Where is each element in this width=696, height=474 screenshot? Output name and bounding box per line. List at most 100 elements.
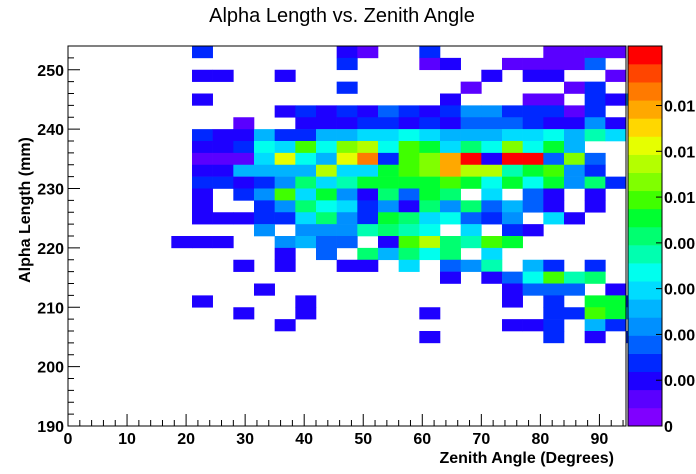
heatmap-cell bbox=[440, 188, 461, 201]
heatmap-cell bbox=[357, 152, 379, 166]
heatmap-cell bbox=[584, 319, 606, 332]
x-tick-label: 30 bbox=[236, 431, 254, 448]
heatmap-cell bbox=[274, 236, 296, 249]
heatmap-cell bbox=[398, 236, 420, 249]
heatmap-cell bbox=[254, 141, 275, 154]
heatmap-cell bbox=[254, 176, 275, 189]
heatmap-cell bbox=[440, 57, 461, 71]
heatmap-cell bbox=[316, 105, 337, 118]
heatmap-cell bbox=[398, 200, 420, 213]
heatmap-cell bbox=[440, 247, 461, 261]
heatmap-cell bbox=[502, 319, 523, 332]
colorbar-segment bbox=[628, 245, 662, 264]
heatmap-cell bbox=[584, 331, 606, 344]
heatmap-cell bbox=[274, 164, 296, 177]
heatmap-cell bbox=[316, 129, 337, 142]
heatmap-cell bbox=[336, 224, 358, 237]
heatmap-cell bbox=[502, 117, 523, 130]
heatmap-cell bbox=[481, 200, 503, 213]
heatmap-cell bbox=[584, 164, 606, 177]
heatmap-cell bbox=[336, 46, 358, 59]
heatmap-cell bbox=[522, 141, 544, 154]
x-tick-label: 0 bbox=[64, 431, 73, 448]
heatmap-cell bbox=[605, 283, 627, 296]
color-scale: 0 0.00 0.00 0.00 0.00 0.01 0.01 0.01 bbox=[627, 45, 695, 436]
heatmap-cell bbox=[336, 164, 358, 177]
heatmap-cell bbox=[564, 141, 585, 154]
heatmap-cell bbox=[378, 224, 399, 237]
heatmap-cell bbox=[378, 164, 399, 177]
heatmap-cell bbox=[543, 141, 565, 154]
x-tick-label: 70 bbox=[472, 431, 490, 448]
heatmap-cell bbox=[481, 212, 503, 225]
heatmap-cell bbox=[254, 152, 275, 166]
heatmap-cell bbox=[274, 141, 296, 154]
heatmap-cell bbox=[522, 57, 544, 71]
heatmap-cell bbox=[274, 200, 296, 213]
heatmap-cell bbox=[336, 200, 358, 213]
heatmap-cell bbox=[584, 295, 606, 308]
heatmap-cell bbox=[274, 259, 296, 272]
heatmap-cell bbox=[233, 259, 255, 272]
heatmap-cell bbox=[481, 164, 503, 177]
heatmap-cell bbox=[502, 141, 523, 154]
heatmap-cell bbox=[192, 152, 213, 166]
heatmap-cell bbox=[564, 164, 585, 177]
heatmap-cell bbox=[254, 212, 275, 225]
heatmap-cell bbox=[233, 117, 255, 130]
heatmap-cell bbox=[584, 46, 606, 59]
colorbar-frame bbox=[627, 45, 663, 427]
colorbar-label: 0.01 bbox=[664, 144, 695, 161]
heatmap-cell bbox=[584, 188, 606, 201]
heatmap-cell bbox=[502, 271, 523, 284]
heatmap-cell bbox=[481, 117, 503, 130]
heatmap-cells bbox=[171, 46, 647, 344]
heatmap-cell bbox=[543, 117, 565, 130]
colorbar-segment bbox=[628, 172, 662, 192]
heatmap-cell bbox=[543, 319, 565, 332]
heatmap-cell bbox=[543, 176, 565, 189]
chart-title: Alpha Length vs. Zenith Angle bbox=[209, 5, 475, 27]
x-tick-label: 80 bbox=[531, 431, 549, 448]
colorbar-segment bbox=[628, 208, 662, 228]
heatmap-cell bbox=[274, 152, 296, 166]
heatmap-cell bbox=[316, 236, 337, 249]
heatmap-cell bbox=[481, 271, 503, 284]
colorbar-segment bbox=[628, 263, 662, 282]
heatmap-cell bbox=[419, 117, 441, 130]
heatmap-cell bbox=[357, 176, 379, 189]
heatmap-cell bbox=[564, 152, 585, 166]
heatmap-cell bbox=[522, 283, 544, 296]
heatmap-cell bbox=[605, 46, 627, 59]
heatmap-cell bbox=[254, 200, 275, 213]
heatmap-cell bbox=[336, 57, 358, 71]
heatmap-cell bbox=[460, 117, 482, 130]
colorbar-label: 0.00 bbox=[664, 282, 695, 299]
heatmap-cell bbox=[440, 212, 461, 225]
heatmap-cell bbox=[605, 319, 627, 332]
heatmap-cell bbox=[543, 129, 565, 142]
heatmap-cell bbox=[233, 129, 255, 142]
x-tick-label: 40 bbox=[295, 431, 313, 448]
heatmap-cell bbox=[274, 129, 296, 142]
heatmap-cell bbox=[336, 81, 358, 94]
heatmap-cell bbox=[192, 295, 213, 308]
y-axis-label: Alpha Length (mm) bbox=[17, 137, 34, 283]
heatmap-cell bbox=[378, 212, 399, 225]
colorbar-segment bbox=[628, 154, 662, 173]
heatmap-cell bbox=[543, 57, 565, 71]
colorbar-label: 0.01 bbox=[664, 190, 695, 207]
heatmap-cell bbox=[584, 152, 606, 166]
heatmap-cell bbox=[522, 117, 544, 130]
heatmap-cell bbox=[274, 176, 296, 189]
heatmap-cell bbox=[357, 259, 379, 272]
heatmap-cell bbox=[398, 247, 420, 261]
heatmap-cell bbox=[584, 93, 606, 106]
heatmap-cell bbox=[522, 271, 544, 284]
heatmap-cell bbox=[605, 295, 627, 308]
heatmap-cell bbox=[398, 164, 420, 177]
heatmap-cell bbox=[316, 152, 337, 166]
heatmap-cell bbox=[502, 295, 523, 308]
heatmap-cell bbox=[336, 152, 358, 166]
heatmap-cell bbox=[357, 141, 379, 154]
